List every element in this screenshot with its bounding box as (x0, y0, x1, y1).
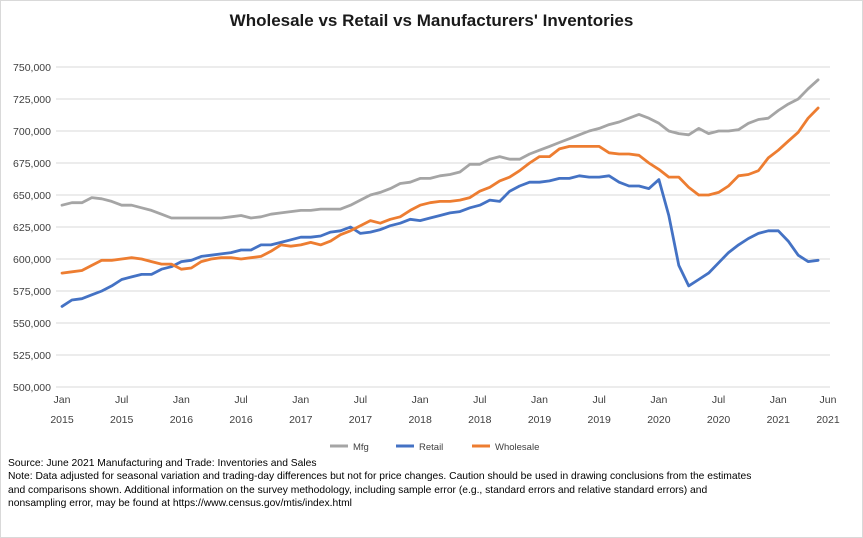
note-line-1: Note: Data adjusted for seasonal variati… (8, 471, 752, 483)
x-tick-label: Jan (531, 394, 548, 406)
y-tick-label: 500,000 (13, 382, 51, 394)
x-tick-label: Jan (412, 394, 429, 406)
x-tick-label: Jul (473, 394, 486, 406)
y-tick-label: 600,000 (13, 254, 51, 266)
series-line-mfg (60, 78, 820, 220)
source-note: Source: June 2021 Manufacturing and Trad… (8, 458, 317, 469)
x-tick-label: 2015 (110, 414, 134, 426)
y-tick-label: 550,000 (13, 318, 51, 330)
series-lines (60, 78, 820, 308)
x-tick-label: 2019 (528, 414, 552, 426)
y-tick-label: 650,000 (13, 190, 51, 202)
x-tick-label: 2015 (50, 414, 74, 426)
chart-title: Wholesale vs Retail vs Manufacturers' In… (229, 11, 634, 30)
x-tick-label: 2021 (816, 414, 840, 426)
x-tick-label: Jan (770, 394, 787, 406)
x-tick-label: 2020 (707, 414, 731, 426)
gridlines (56, 66, 830, 388)
legend-label: Retail (419, 442, 443, 453)
y-tick-label: 625,000 (13, 222, 51, 234)
chart-notes: Source: June 2021 Manufacturing and Trad… (8, 457, 858, 511)
note-line-3: nonsampling error, may be found at https… (8, 498, 352, 510)
y-tick-label: 575,000 (13, 286, 51, 298)
legend-label: Mfg (353, 442, 369, 453)
x-tick-label: 2020 (647, 414, 671, 426)
x-tick-label: Jul (712, 394, 725, 406)
y-tick-label: 725,000 (13, 94, 51, 106)
x-tick-label: 2016 (229, 414, 253, 426)
x-tick-label: Jan (292, 394, 309, 406)
x-tick-label: Jul (115, 394, 128, 406)
x-tick-label: 2018 (408, 414, 432, 426)
x-tick-label: 2017 (289, 414, 313, 426)
x-axis-ticks: Jan 2015 Jul 2015 Jan 2016 Jul 2016 Jan 2017 Jul 20… (50, 394, 840, 426)
legend: Mfg Retail Wholesale (330, 442, 539, 453)
legend-label: Wholesale (495, 442, 539, 453)
series-line-wholesale (60, 106, 820, 275)
x-tick-label: Jul (234, 394, 247, 406)
x-tick-label: Jan (54, 394, 71, 406)
x-tick-label: Jan (650, 394, 667, 406)
x-tick-label: 2016 (170, 414, 194, 426)
x-tick-label: 2021 (767, 414, 791, 426)
x-tick-label: 2018 (468, 414, 492, 426)
y-tick-label: 675,000 (13, 158, 51, 170)
series-line-retail (60, 174, 820, 308)
x-tick-label: 2017 (349, 414, 373, 426)
x-tick-label: Jul (354, 394, 367, 406)
x-tick-label: Jun (820, 394, 837, 406)
y-tick-label: 750,000 (13, 62, 51, 74)
y-tick-label: 525,000 (13, 350, 51, 362)
x-tick-label: 2019 (588, 414, 612, 426)
y-tick-label: 700,000 (13, 126, 51, 138)
note-line-2: and comparisons shown. Additional inform… (8, 484, 708, 496)
y-axis-ticks: 500,000 525,000 550,000 575,000 600,000 625,0… (13, 62, 51, 394)
x-tick-label: Jul (592, 394, 605, 406)
x-tick-label: Jan (173, 394, 190, 406)
